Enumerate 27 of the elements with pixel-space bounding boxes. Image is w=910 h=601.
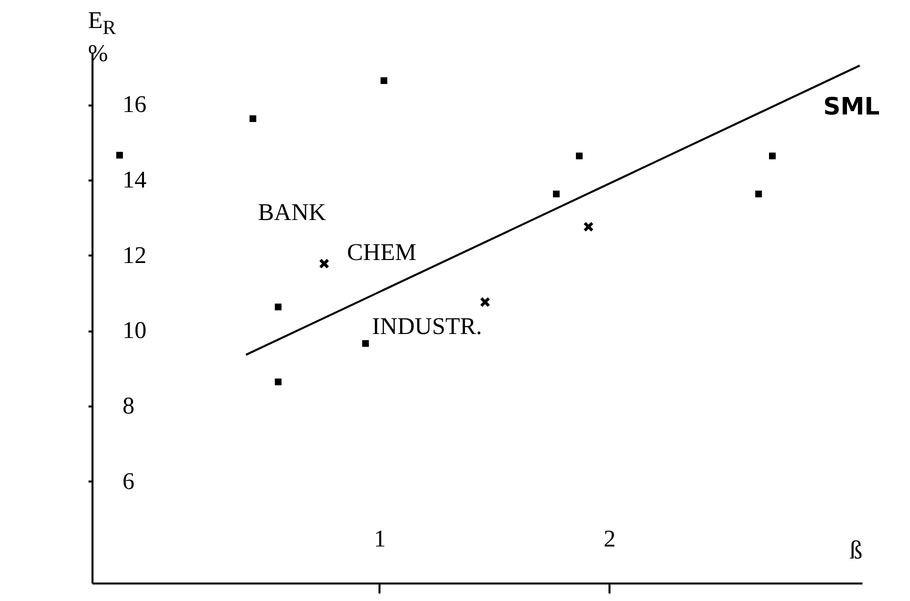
y-tick-label: 14 <box>122 168 146 194</box>
x-tick-label: 2 <box>604 526 616 552</box>
point <box>362 340 369 347</box>
point <box>380 77 388 84</box>
y-axis-title: E$_{R}$ % <box>88 8 118 67</box>
point <box>583 222 594 232</box>
annotation: INDUSTR. <box>372 314 482 341</box>
annotation: BANK <box>258 200 326 227</box>
y-tick-label: 12 <box>122 242 146 269</box>
point <box>755 190 762 198</box>
series-label: SML <box>823 92 880 121</box>
point <box>552 190 560 198</box>
x-axis-title: ß <box>850 536 862 564</box>
point <box>116 152 123 159</box>
y-tick-label: 16 <box>122 92 146 118</box>
point <box>250 115 256 122</box>
x-tick-label: 1 <box>374 526 386 552</box>
y-tick-label: 8 <box>122 394 134 420</box>
point <box>480 296 490 308</box>
y-tick-label: 10 <box>122 318 146 344</box>
point <box>318 258 330 269</box>
annotation: CHEM <box>347 240 416 267</box>
point <box>274 304 282 310</box>
point <box>769 152 776 160</box>
y-tick-label: 6 <box>122 468 134 495</box>
point <box>274 378 282 386</box>
point <box>576 152 583 160</box>
